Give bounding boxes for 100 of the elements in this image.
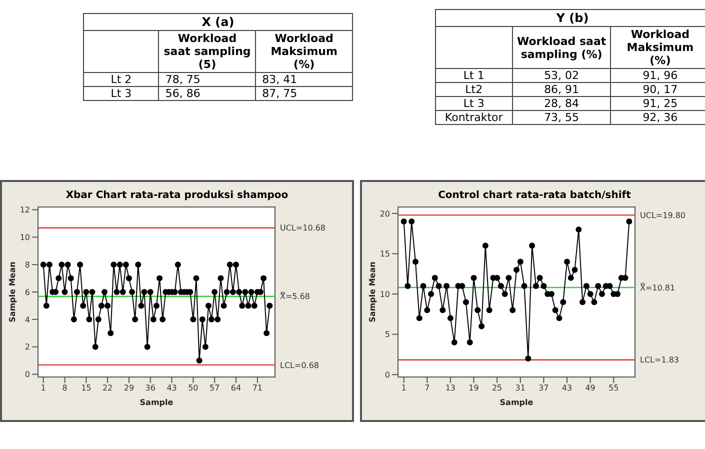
y-tick-label: Lt 3 [84, 86, 159, 100]
ref-line-label: LCL=1.83 [640, 356, 680, 365]
x-tick-label: 64 [230, 384, 242, 393]
text: 91, 25 [642, 97, 678, 110]
point [560, 299, 566, 306]
point [404, 282, 411, 289]
y-tick-label: Lt2 [436, 82, 512, 96]
y-tick-label: 20 [380, 209, 390, 218]
ref-line-label: UCL=10.68 [280, 224, 326, 233]
y-axis-title: Sample Mean [8, 261, 17, 322]
point [552, 307, 558, 314]
text: 28, 84 [544, 97, 580, 110]
text: 53, 02 [544, 69, 580, 82]
point [478, 323, 485, 330]
point [572, 266, 578, 273]
y-tick-label: Lt 1 [436, 68, 512, 82]
x-tick-label: 8 [62, 384, 68, 393]
y-axis-title: Sample Mean [368, 261, 377, 322]
x-tick-label: 31 [515, 384, 526, 393]
point [580, 299, 586, 306]
point [506, 274, 512, 281]
x-axis-title: Sample [140, 398, 174, 407]
point [424, 307, 430, 314]
text: 83, 41 [262, 73, 298, 86]
chart-title: Control chart rata-rata batch/shift [437, 190, 632, 201]
x-tick-label: 50 [188, 384, 198, 393]
x-tick-label: 1 [401, 384, 406, 393]
text: 78, 75 [165, 73, 200, 86]
point [536, 274, 543, 281]
point [521, 282, 528, 289]
point [420, 282, 426, 289]
x-tick-label: 49 [585, 384, 596, 393]
point [436, 282, 442, 289]
y-tick-label: Lt 3 [436, 96, 512, 110]
point [462, 299, 469, 306]
point [583, 282, 590, 289]
point [568, 274, 574, 281]
point [556, 315, 562, 322]
point [626, 218, 632, 224]
point [598, 291, 605, 298]
x-tick-label: 37 [538, 384, 549, 393]
point [529, 242, 536, 249]
point [510, 307, 516, 314]
point [517, 258, 524, 265]
x-tick-label: 57 [210, 384, 220, 393]
point [514, 266, 520, 273]
point [576, 226, 582, 233]
y-tick-label: 0 [24, 370, 30, 380]
point [400, 218, 407, 224]
chart-title: Y (b) [436, 10, 705, 26]
point [540, 282, 547, 289]
point [447, 315, 454, 322]
x-tick-label: 55 [608, 384, 619, 393]
y-tick-label: 5 [384, 330, 390, 340]
x-tick-label: 1 [40, 384, 46, 393]
x-tick-label: Workload Maksimum (%) [256, 30, 352, 72]
point [440, 307, 446, 314]
y-tick-label: Lt 2 [84, 72, 159, 86]
x-tick-label: 19 [468, 384, 479, 393]
x-tick-label: 71 [252, 384, 263, 393]
text: 86, 91 [544, 83, 580, 96]
point [416, 315, 422, 322]
point [470, 274, 477, 281]
y-tick-label: 6 [24, 288, 30, 297]
text: 56, 86 [165, 87, 200, 100]
x-tick-label: Workload saat sampling (%) [512, 26, 611, 68]
y-tick-label: 12 [20, 206, 30, 215]
point [591, 299, 598, 306]
y-tick-label: 10 [380, 290, 390, 299]
point [587, 291, 594, 298]
x-tick-label: 22 [102, 384, 113, 393]
x-tick-label: 7 [424, 384, 430, 393]
chart-title: Xbar Chart rata-rata produksi shampoo [64, 190, 290, 201]
text: 87, 75 [262, 87, 298, 100]
point [444, 282, 450, 289]
x-tick-label: Workload Maksimum (%) [610, 26, 705, 68]
ref-line-label: X̿=5.68 [280, 290, 310, 302]
point [486, 307, 492, 314]
y-tick-label: Kontraktor [436, 110, 512, 124]
x-tick-label: Workload saat sampling (5) [158, 30, 256, 72]
point [595, 282, 602, 289]
point [412, 258, 418, 265]
point [498, 282, 504, 289]
y-tick-label: 15 [380, 250, 390, 259]
point [428, 291, 434, 298]
point [408, 218, 415, 224]
point [502, 291, 508, 298]
x-tick-label: 13 [445, 384, 456, 393]
point [432, 274, 438, 281]
ref-line-label: X̿=10.81 [640, 282, 676, 292]
text: 92, 36 [642, 111, 678, 124]
y-tick-label: 10 [20, 233, 30, 242]
point [474, 307, 481, 314]
y-tick-label: 0 [384, 370, 390, 380]
point [525, 355, 532, 362]
ref-line-label: LCL=0.68 [280, 360, 320, 370]
point [451, 339, 458, 346]
x-tick-label: 43 [562, 384, 572, 393]
point [466, 339, 473, 346]
y-tick-label: 8 [24, 260, 30, 270]
